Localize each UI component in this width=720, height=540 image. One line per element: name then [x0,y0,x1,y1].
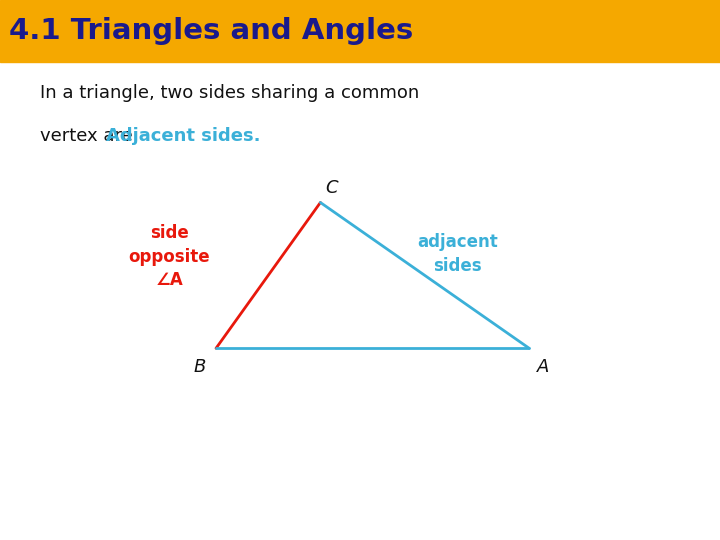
Text: side
opposite
∠A: side opposite ∠A [128,224,210,289]
Text: In a triangle, two sides sharing a common: In a triangle, two sides sharing a commo… [40,84,419,102]
Text: vertex are: vertex are [40,127,138,145]
Text: Adjacent sides.: Adjacent sides. [106,127,261,145]
Text: C: C [325,179,338,197]
Text: adjacent
sides: adjacent sides [417,233,498,275]
Text: 4.1 Triangles and Angles: 4.1 Triangles and Angles [9,17,413,45]
Text: B: B [194,358,207,376]
Text: A: A [537,358,549,376]
Bar [0,0,720,62]
